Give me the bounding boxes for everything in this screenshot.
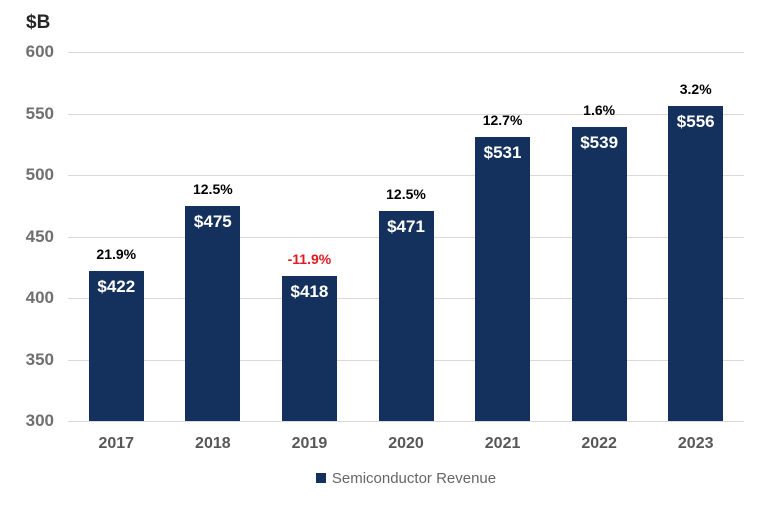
x-axis-label: 2019 (291, 435, 328, 452)
bar-2018 (185, 205, 241, 421)
legend-label: Semiconductor Revenue (331, 469, 497, 487)
bar-value-label: $418 (290, 281, 329, 301)
y-tick-label: 550 (25, 103, 54, 123)
growth-label: 3.2% (679, 81, 712, 98)
bar-2023 (668, 106, 724, 421)
growth-label: 12.7% (482, 111, 523, 128)
gridline (68, 52, 744, 53)
bar-value-label: $531 (483, 142, 522, 162)
x-axis-label: 2022 (581, 435, 617, 452)
y-tick-label: 450 (25, 226, 54, 246)
y-axis-unit-label: $B (26, 12, 51, 33)
y-tick-label: 500 (25, 165, 54, 184)
bar-2022 (571, 127, 627, 421)
growth-label: 12.5% (386, 185, 426, 202)
x-axis-label: 2018 (195, 435, 231, 452)
legend: Semiconductor Revenue (68, 468, 744, 488)
bar-2020 (378, 210, 434, 421)
gridline (68, 421, 744, 422)
y-tick-label: 350 (25, 349, 54, 369)
gridline (68, 175, 744, 176)
y-tick-label: 300 (25, 411, 54, 430)
growth-label: 1.6% (583, 102, 616, 119)
x-axis-label: 2023 (677, 435, 714, 452)
bar-2019 (281, 275, 337, 421)
bar-2021 (475, 136, 531, 421)
growth-label: -11.9% (287, 250, 332, 267)
growth-label: 21.9% (96, 245, 137, 262)
x-axis-label: 2021 (484, 435, 521, 452)
legend-swatch-icon (315, 473, 326, 483)
growth-label: 12.5% (192, 180, 233, 197)
bar-value-label: $539 (580, 133, 619, 153)
bar-value-label: $475 (193, 211, 232, 231)
y-tick-label: 400 (25, 288, 54, 307)
gridline (68, 113, 744, 115)
bar-value-label: $471 (387, 216, 425, 236)
y-tick-label: 600 (25, 42, 54, 61)
bar-value-label: $556 (676, 112, 715, 132)
bar-value-label: $422 (97, 276, 136, 296)
bar-2017 (88, 270, 144, 421)
x-axis-label: 2017 (98, 435, 135, 452)
x-axis-label: 2020 (388, 435, 424, 452)
